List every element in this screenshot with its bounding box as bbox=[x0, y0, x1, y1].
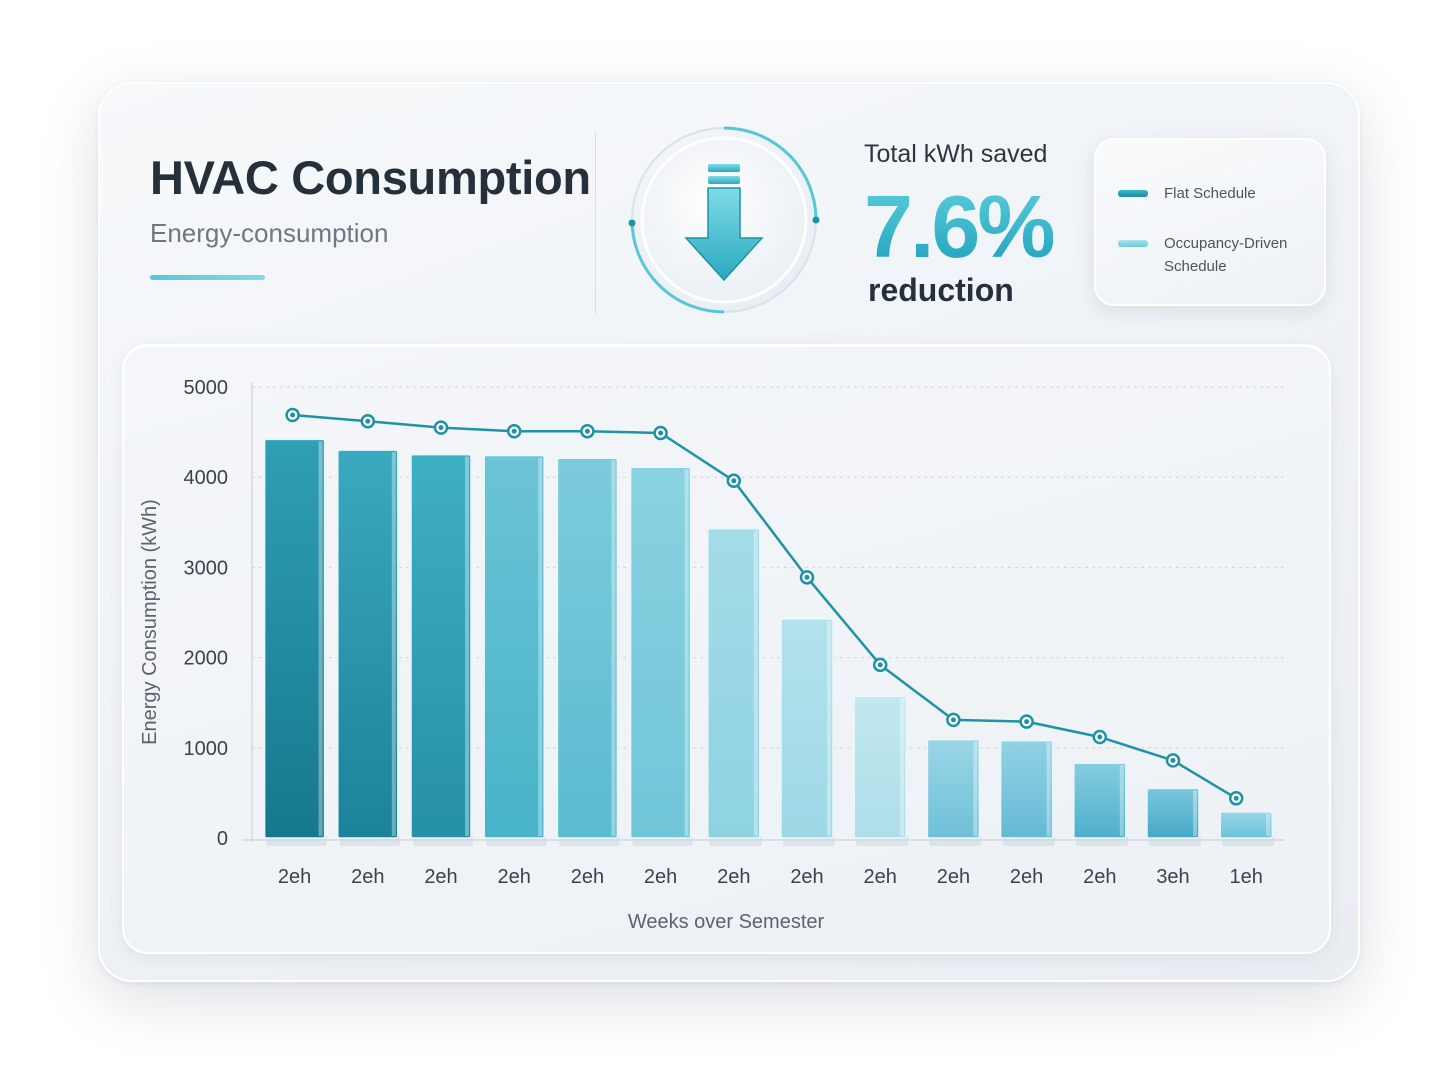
bar-highlight bbox=[538, 457, 543, 836]
legend-label: Occupancy-Driven Schedule bbox=[1164, 235, 1288, 275]
bar[interactable] bbox=[926, 738, 981, 839]
line-point-core bbox=[511, 428, 517, 434]
bar-highlight bbox=[611, 460, 616, 836]
page-subtitle: Energy-consumption bbox=[150, 218, 389, 248]
x-tick-label: 2eh bbox=[571, 866, 604, 888]
x-tick-label: 2eh bbox=[278, 866, 311, 888]
line-point-core bbox=[804, 574, 810, 580]
bar-highlight bbox=[465, 456, 469, 836]
bar[interactable] bbox=[999, 739, 1054, 839]
kpi-caption: reduction bbox=[868, 272, 1014, 308]
line-point-core bbox=[877, 662, 883, 668]
kpi-value: 7.6% bbox=[864, 177, 1056, 276]
line-point-core bbox=[438, 425, 444, 431]
bar[interactable] bbox=[263, 438, 326, 839]
bar-highlight bbox=[900, 698, 905, 836]
line-point-core bbox=[1024, 719, 1030, 725]
bar[interactable] bbox=[629, 466, 692, 839]
legend-item-flat: Flat Schedule bbox=[1118, 182, 1314, 205]
bar[interactable] bbox=[410, 453, 472, 839]
x-tick-label: 2eh bbox=[351, 866, 384, 888]
line-series bbox=[292, 413, 1237, 800]
header-divider bbox=[595, 132, 596, 314]
y-axis-title: Energy Consumption (kWh) bbox=[139, 499, 161, 745]
legend-label: Flat Schedule bbox=[1164, 185, 1256, 202]
x-tick-label: 2eh bbox=[790, 866, 823, 888]
line-point-core bbox=[658, 430, 664, 436]
chart-legend: Flat Schedule Occupancy-Driven Schedule bbox=[1094, 138, 1326, 306]
kpi-label: Total kWh saved bbox=[864, 140, 1048, 168]
y-tick-label: 0 bbox=[217, 828, 228, 850]
bar-highlight bbox=[973, 741, 978, 836]
bar[interactable] bbox=[1146, 787, 1200, 839]
x-tick-label: 2eh bbox=[717, 866, 750, 888]
line-point-core bbox=[365, 418, 371, 424]
bar-highlight bbox=[318, 441, 323, 836]
y-tick-label: 2000 bbox=[184, 648, 229, 670]
bar[interactable] bbox=[707, 527, 761, 839]
bar-highlight bbox=[827, 620, 831, 836]
bar-highlight bbox=[1193, 790, 1197, 836]
page-title: HVAC Consumption bbox=[150, 151, 591, 204]
bar[interactable] bbox=[483, 454, 545, 839]
x-tick-label: 2eh bbox=[937, 866, 970, 888]
x-tick-label: 2eh bbox=[1010, 866, 1043, 888]
bar[interactable] bbox=[1073, 762, 1127, 839]
legend-swatch-occupancy bbox=[1118, 240, 1148, 247]
bar[interactable] bbox=[337, 449, 399, 839]
bar[interactable] bbox=[853, 695, 907, 839]
bar[interactable] bbox=[780, 618, 834, 839]
x-tick-label: 2eh bbox=[864, 866, 897, 888]
bar-highlight bbox=[1046, 742, 1051, 836]
title-accent-line bbox=[150, 275, 265, 280]
bar[interactable] bbox=[556, 457, 619, 839]
x-tick-label: 2eh bbox=[424, 866, 457, 888]
x-tick-label: 2eh bbox=[1083, 866, 1116, 888]
y-tick-label: 1000 bbox=[184, 738, 229, 760]
y-tick-label: 5000 bbox=[184, 377, 229, 399]
bar-highlight bbox=[1266, 813, 1271, 836]
line-point-core bbox=[1233, 795, 1239, 801]
line-point-core bbox=[584, 428, 590, 434]
arrow-down-icon bbox=[628, 126, 820, 314]
line-point-core bbox=[950, 717, 956, 723]
line-point-core bbox=[1170, 757, 1176, 763]
x-tick-label: 3eh bbox=[1156, 866, 1189, 888]
bar-highlight bbox=[391, 452, 396, 836]
bar-highlight bbox=[684, 469, 689, 836]
legend-item-occupancy: Occupancy-Driven Schedule bbox=[1118, 232, 1314, 278]
bar-highlight bbox=[753, 530, 758, 836]
x-axis-title: Weeks over Semester bbox=[628, 911, 825, 933]
bar-highlight bbox=[1119, 765, 1124, 836]
x-tick-label: 2eh bbox=[644, 866, 677, 888]
legend-swatch-flat bbox=[1118, 190, 1148, 197]
bar[interactable] bbox=[1219, 811, 1273, 839]
y-tick-label: 4000 bbox=[184, 467, 229, 489]
x-tick-label: 2eh bbox=[498, 866, 531, 888]
line-point-core bbox=[290, 412, 296, 418]
y-tick-label: 3000 bbox=[184, 557, 229, 579]
line-point-core bbox=[1097, 734, 1103, 740]
x-tick-label: 1eh bbox=[1230, 866, 1263, 888]
line-point-core bbox=[731, 478, 737, 484]
